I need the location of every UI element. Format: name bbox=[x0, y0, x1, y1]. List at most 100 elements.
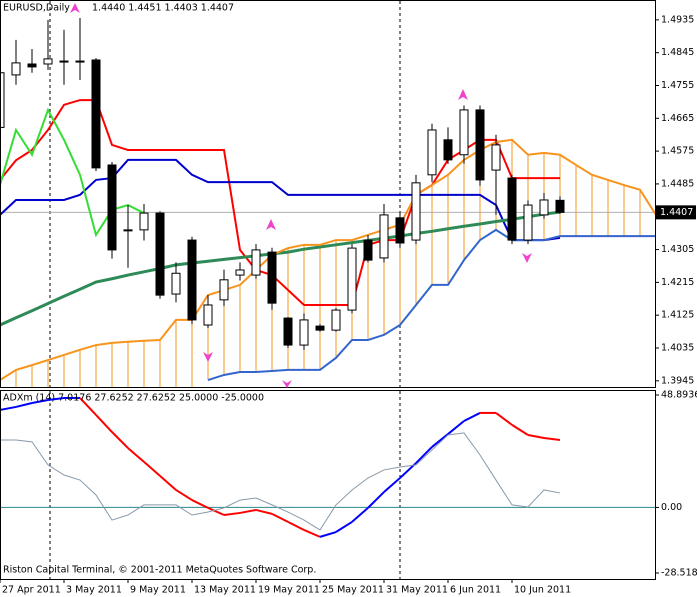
candle-body bbox=[523, 204, 533, 241]
adx-segment bbox=[47, 396, 65, 402]
adx-segment bbox=[463, 412, 481, 422]
indicator-line bbox=[207, 228, 655, 382]
adx-segment bbox=[207, 506, 225, 516]
y-tick-label: 1.4485 bbox=[661, 178, 694, 189]
adx-segment bbox=[351, 507, 369, 523]
adx-segment bbox=[303, 529, 321, 538]
candle-body bbox=[1, 72, 5, 128]
fractal-up bbox=[458, 89, 468, 100]
current-price-label: 1.4407 bbox=[660, 207, 693, 218]
fractal-down bbox=[282, 380, 292, 388]
candle-body bbox=[203, 304, 213, 326]
candle-body bbox=[331, 309, 341, 331]
y-tick-label: 1.3945 bbox=[661, 375, 694, 386]
x-tick-label: 9 May 2011 bbox=[130, 585, 186, 596]
adx-segment bbox=[159, 475, 177, 491]
y-tick-label: 1.4305 bbox=[661, 244, 694, 255]
fractal-up bbox=[70, 3, 80, 13]
adx-segment bbox=[415, 446, 433, 464]
adx-segment bbox=[527, 434, 545, 439]
adx-segment bbox=[79, 397, 97, 416]
indicator-line bbox=[1, 138, 655, 381]
axes: 1.4935 1.4845 1.4755 1.4665 1.4575 1.4485 1.43… bbox=[0, 14, 697, 596]
adx-segment bbox=[127, 447, 145, 463]
candle-body bbox=[187, 239, 197, 321]
candle-body bbox=[219, 279, 229, 301]
candle-body bbox=[107, 164, 117, 251]
adx-segment bbox=[495, 412, 513, 426]
candle-body bbox=[43, 58, 53, 65]
y-tick-label: 1.4125 bbox=[661, 310, 694, 321]
adx-segment bbox=[239, 508, 257, 514]
adx-segment bbox=[15, 402, 33, 408]
x-tick-label: 13 May 2011 bbox=[194, 585, 256, 596]
indicator-line bbox=[1, 210, 561, 327]
candle-body bbox=[75, 60, 85, 63]
adx-segment bbox=[175, 489, 193, 501]
candle-body bbox=[443, 139, 453, 161]
indicator-line bbox=[1, 158, 561, 242]
x-tick-label: 31 May 2011 bbox=[386, 585, 448, 596]
candle-body bbox=[171, 272, 181, 295]
candle-body bbox=[155, 212, 165, 296]
candle-body bbox=[267, 251, 277, 304]
adx-segment bbox=[95, 414, 113, 433]
candle-body bbox=[379, 214, 389, 259]
indicator-line bbox=[1, 107, 145, 238]
adx-segment bbox=[1, 405, 17, 411]
candle-body bbox=[427, 129, 437, 176]
adx-segment bbox=[431, 433, 449, 448]
adx-segment bbox=[543, 436, 561, 442]
current-price-box bbox=[656, 205, 696, 220]
adx-segment bbox=[511, 424, 529, 436]
y-tick-label: 1.4035 bbox=[661, 342, 694, 353]
candle-body bbox=[123, 229, 133, 232]
ohlc-label: 1.4440 1.4451 1.4403 1.4407 bbox=[92, 3, 234, 14]
x-tick-label: 10 Jun 2011 bbox=[514, 585, 571, 596]
x-tick-label: 19 May 2011 bbox=[258, 585, 320, 596]
adx-segment bbox=[447, 420, 465, 435]
footer: Riston Capital Terminal, © 2001-2011 Met… bbox=[3, 565, 316, 576]
candle-body bbox=[59, 60, 69, 63]
adx-segment bbox=[255, 508, 273, 515]
y-tick-label: 48.8936 bbox=[661, 390, 697, 401]
candle-body bbox=[347, 247, 357, 311]
chart-title: EURUSD,Daily bbox=[3, 3, 70, 14]
fractal-down bbox=[522, 253, 532, 263]
candle-body bbox=[491, 144, 501, 171]
adx-segment bbox=[223, 511, 241, 517]
fractal-arrows bbox=[70, 3, 532, 388]
candle-body bbox=[235, 269, 245, 276]
indicator-title: ADXm (14) 7.0176 27.6252 27.6252 25.0000… bbox=[3, 393, 264, 404]
candle-body bbox=[283, 317, 293, 346]
adx-segment bbox=[383, 477, 401, 493]
adx-segment bbox=[319, 531, 337, 538]
adx-segment bbox=[367, 491, 385, 509]
indicator-pane bbox=[0, 390, 656, 580]
candle-body bbox=[411, 182, 421, 241]
candle-body bbox=[251, 249, 261, 276]
x-tick-label: 3 May 2011 bbox=[66, 585, 122, 596]
indicator-plot bbox=[1, 396, 655, 538]
main-plot bbox=[1, 18, 655, 387]
candle-body bbox=[395, 217, 405, 244]
x-tick-label: 6 Jun 2011 bbox=[450, 585, 501, 596]
candle-body bbox=[539, 199, 549, 216]
candle-body bbox=[299, 319, 309, 346]
y-tick-label: 0.00 bbox=[661, 502, 682, 513]
candle-body bbox=[139, 212, 149, 231]
x-tick-label: 25 May 2011 bbox=[322, 585, 384, 596]
candle-body bbox=[363, 239, 373, 261]
adx-segment bbox=[143, 461, 161, 477]
y-tick-label: 1.4935 bbox=[661, 14, 694, 25]
adx-segment bbox=[335, 521, 353, 533]
adx-segment bbox=[111, 431, 129, 449]
y-tick-label: 1.4215 bbox=[661, 277, 694, 288]
fractal-up bbox=[266, 219, 276, 230]
candle-body bbox=[91, 59, 101, 169]
y-tick-label: 1.4845 bbox=[661, 47, 694, 58]
candle-body bbox=[459, 109, 469, 156]
indicator-line bbox=[1, 432, 561, 531]
y-tick-label: -28.5188 bbox=[661, 568, 697, 579]
adx-segment bbox=[271, 512, 289, 523]
